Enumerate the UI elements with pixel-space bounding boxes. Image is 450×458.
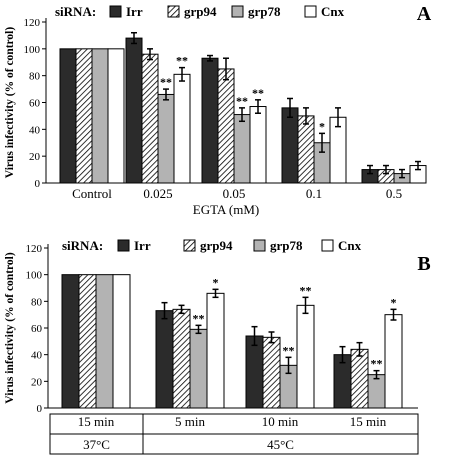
bar-grp78	[157, 93, 175, 184]
bar-grp94	[141, 53, 159, 184]
bar-grp78	[91, 48, 109, 184]
significance-mark: **	[371, 357, 383, 371]
x-tick-label: 0.5	[386, 186, 402, 201]
legend-label: grp94	[184, 4, 217, 19]
legend-swatch-grp94	[167, 5, 180, 18]
y-tick-label: 40	[31, 350, 43, 362]
significance-mark: **	[193, 311, 205, 325]
x-tick-label: 0.05	[223, 186, 246, 201]
y-tick-label: 40	[29, 124, 41, 136]
bar-grp94	[172, 308, 191, 409]
significance-mark: *	[319, 119, 325, 133]
x-tick-label: 15 min	[78, 414, 115, 429]
legend-label: Irr	[134, 238, 151, 253]
y-axis-title: Virus infectivity (% of control)	[4, 27, 16, 179]
bar-Cnx	[173, 73, 191, 184]
y-axis-title: Virus infectivity (% of control)	[4, 252, 16, 404]
significance-mark: **	[176, 54, 188, 68]
y-tick-label: 20	[31, 376, 43, 388]
legend-label: grp94	[200, 238, 233, 253]
legend-label: Cnx	[338, 238, 362, 253]
y-tick-label: 0	[35, 178, 41, 190]
chart-panel-B: 0 20 40 60 80 100 120 Virus infectivity (% of c…	[4, 238, 431, 455]
bar-Irr	[155, 310, 174, 409]
bar-grp94	[217, 68, 235, 184]
bar-grp78	[189, 328, 208, 409]
group-label: 45°C	[267, 437, 294, 452]
y-tick-label: 0	[37, 403, 43, 415]
group-label: 37°C	[83, 437, 110, 452]
bar-grp94	[262, 336, 281, 409]
bar-grp78	[233, 114, 251, 184]
legend-prefix: siRNA:	[55, 4, 96, 19]
bar-Irr	[201, 57, 219, 184]
y-tick-label: 80	[29, 71, 41, 83]
x-tick-label: 0.1	[306, 186, 322, 201]
bar-Cnx	[112, 274, 131, 409]
bar-Cnx	[384, 314, 403, 409]
legend-label: grp78	[248, 4, 281, 19]
y-tick-label: 100	[26, 270, 43, 282]
significance-mark: *	[213, 275, 219, 289]
legend-swatch-grp78	[231, 5, 244, 18]
legend-swatch-Cnx	[304, 5, 317, 18]
bar-grp78	[367, 374, 386, 409]
significance-mark: **	[252, 86, 264, 100]
x-tick-label: Control	[72, 186, 112, 201]
significance-mark: **	[283, 343, 295, 357]
bar-Irr	[61, 274, 80, 409]
legend-prefix: siRNA:	[62, 238, 103, 253]
bar-Irr	[245, 335, 264, 409]
y-tick-label: 120	[24, 17, 41, 29]
bar-Irr	[281, 107, 299, 184]
panel-label: B	[417, 253, 430, 275]
significance-mark: **	[236, 94, 248, 108]
table-frame	[49, 413, 419, 455]
y-tick-label: 60	[31, 323, 43, 335]
legend-swatch-Irr	[117, 239, 130, 252]
y-tick-label: 20	[29, 151, 41, 163]
legend-swatch-Cnx	[321, 239, 334, 252]
y-tick-label: 100	[24, 44, 41, 56]
bar-Cnx	[107, 48, 125, 184]
significance-mark: **	[160, 75, 172, 89]
significance-mark: **	[300, 283, 312, 297]
chart-panel-A: 0 20 40 60 80 100 120 Virus infectivity (% of c…	[4, 3, 432, 217]
y-tick-label: 120	[26, 243, 43, 255]
bar-Irr	[59, 48, 77, 184]
bar-Irr	[125, 37, 143, 184]
panel-label: A	[417, 3, 432, 25]
bar-grp78	[95, 274, 114, 409]
legend-swatch-grp94	[183, 239, 196, 252]
legend-swatch-Irr	[109, 5, 122, 18]
x-tick-label: 15 min	[350, 414, 387, 429]
legend-swatch-grp78	[253, 239, 266, 252]
x-tick-label: 10 min	[262, 414, 299, 429]
x-tick-label: 0.025	[143, 186, 172, 201]
bar-grp94	[350, 348, 369, 409]
x-tick-label: 5 min	[175, 414, 205, 429]
bar-Cnx	[249, 106, 267, 184]
legend-label: grp78	[270, 238, 303, 253]
bar-Cnx	[206, 292, 225, 409]
bar-Cnx	[296, 304, 315, 409]
x-axis-title: EGTA (mM)	[193, 202, 259, 217]
y-tick-label: 80	[31, 296, 43, 308]
legend-label: Irr	[126, 4, 143, 19]
bar-grp94	[78, 274, 97, 409]
bar-grp94	[75, 48, 93, 184]
y-tick-label: 60	[29, 98, 41, 110]
legend-label: Cnx	[321, 4, 345, 19]
bar-grp94	[297, 115, 315, 184]
significance-mark: *	[391, 295, 397, 309]
